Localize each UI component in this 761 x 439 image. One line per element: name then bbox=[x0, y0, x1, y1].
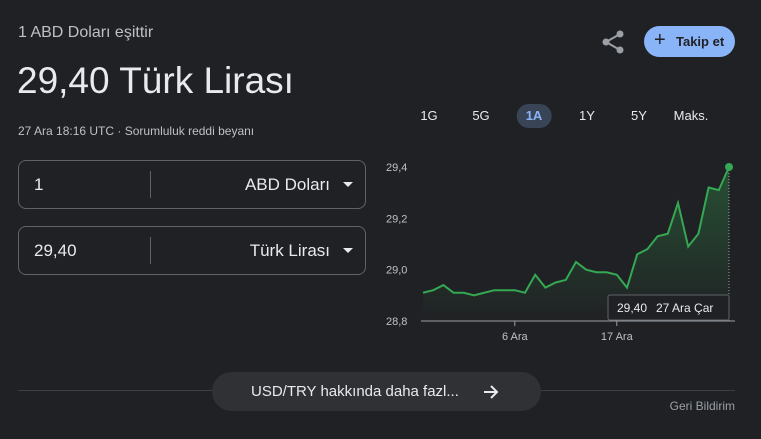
tooltip-value: 29,40 bbox=[617, 301, 647, 315]
chart: 28,8 29,0 29,2 29,4 6 Ara 17 Ara 29,40 27 Ara Ç… bbox=[386, 162, 735, 343]
more-label: USD/TRY hakkında daha fazl... bbox=[251, 383, 459, 400]
meta: 27 Ara 18:16 UTC · Sorumluluk reddi beya… bbox=[18, 124, 255, 138]
follow-button[interactable]: + Takip et bbox=[644, 26, 735, 57]
more-button[interactable]: USD/TRY hakkında daha fazl... bbox=[212, 372, 541, 411]
disclaimer[interactable]: Sorumluluk reddi beyanı bbox=[124, 124, 255, 138]
range-tab[interactable]: 5Y bbox=[631, 108, 647, 123]
range-tab[interactable]: 1A bbox=[516, 104, 552, 128]
timestamp: 27 Ara 18:16 UTC bbox=[18, 124, 115, 138]
tooltip bbox=[607, 294, 730, 321]
amount: 29,40 bbox=[34, 241, 77, 260]
x-tick-label: 6 Ara bbox=[502, 331, 529, 343]
point bbox=[725, 163, 733, 171]
follow-label: Takip et bbox=[676, 34, 725, 49]
line bbox=[422, 166, 730, 297]
tooltip-date: 27 Ara Çar bbox=[656, 301, 713, 315]
currency: ABD Doları bbox=[244, 175, 330, 194]
y-tick-label: 29,2 bbox=[386, 213, 407, 225]
y-tick-label: 29,0 bbox=[386, 265, 407, 277]
share-icon[interactable] bbox=[600, 28, 628, 56]
rate-title: 29,40 Türk Lirası bbox=[17, 60, 294, 101]
y-tick-label: 28,8 bbox=[386, 316, 407, 328]
range-tab[interactable]: 1G bbox=[420, 108, 438, 123]
amount-box[interactable]: 29,40 Türk Lirası bbox=[18, 226, 366, 275]
arrow-icon bbox=[484, 385, 499, 399]
amount-box[interactable]: 1 ABD Doları bbox=[18, 160, 366, 209]
feedback[interactable]: Geri Bildirim bbox=[669, 399, 735, 413]
y-tick-label: 29,4 bbox=[386, 162, 407, 174]
range-tab[interactable]: 5G bbox=[472, 108, 490, 123]
amount: 1 bbox=[34, 175, 44, 194]
currency: Türk Lirası bbox=[249, 241, 330, 260]
range-tab[interactable]: Maks. bbox=[673, 108, 709, 123]
subtitle: 1 ABD Doları eşittir bbox=[18, 24, 154, 41]
x-tick-label: 17 Ara bbox=[601, 331, 634, 343]
range-tab[interactable]: 1Y bbox=[579, 108, 595, 123]
area bbox=[423, 167, 729, 321]
